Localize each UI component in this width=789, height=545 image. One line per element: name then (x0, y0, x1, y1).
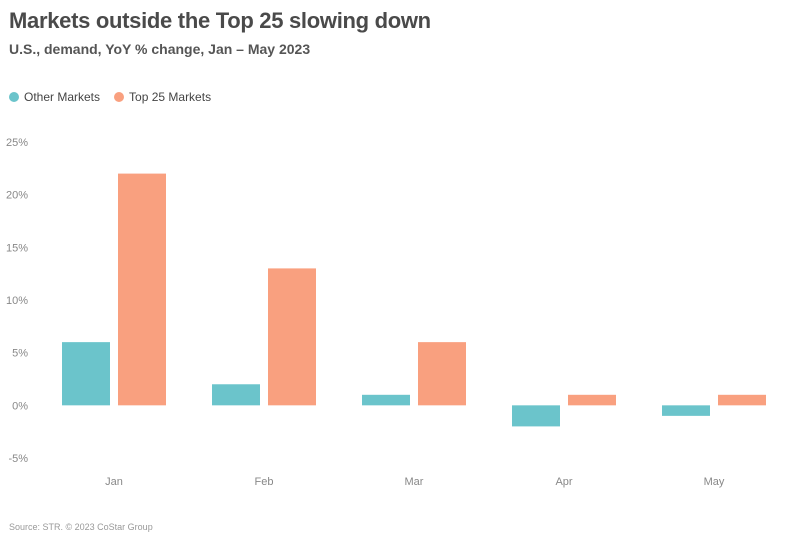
legend-swatch-other (9, 92, 19, 102)
legend-item-other: Other Markets (9, 90, 100, 104)
x-tick-label: Apr (555, 476, 572, 488)
bar-top25-feb (268, 268, 316, 406)
bar-top25-apr (568, 394, 616, 406)
source-note: Source: STR. © 2023 CoStar Group (9, 522, 153, 532)
bar-other-mar (362, 394, 410, 406)
y-tick-label: -5% (8, 453, 28, 465)
legend-label-other: Other Markets (24, 90, 101, 104)
bar-other-feb (212, 384, 260, 406)
bar-other-apr (512, 405, 560, 427)
chart-title: Markets outside the Top 25 slowing down (9, 8, 431, 33)
y-tick-label: 25% (6, 137, 28, 149)
bar-top25-mar (418, 342, 466, 406)
y-tick-label: 5% (12, 348, 28, 360)
bar-top25-may (718, 394, 766, 406)
legend-item-top25: Top 25 Markets (114, 90, 211, 104)
x-tick-label: May (704, 476, 725, 488)
y-tick-label: 20% (6, 190, 28, 202)
x-tick-label: Feb (255, 476, 274, 488)
legend-swatch-top25 (114, 92, 125, 102)
y-tick-label: 15% (6, 242, 28, 254)
bar-other-jan (62, 342, 110, 406)
chart-subtitle: U.S., demand, YoY % change, Jan – May 20… (9, 41, 311, 57)
legend: Other Markets Top 25 Markets (9, 90, 225, 104)
legend-label-top25: Top 25 Markets (129, 90, 212, 104)
bar-other-may (662, 405, 710, 416)
y-tick-label: 10% (6, 295, 28, 307)
x-tick-label: Mar (405, 476, 424, 488)
y-tick-label: 0% (12, 400, 28, 412)
x-tick-label: Jan (105, 476, 123, 488)
bar-top25-jan (118, 173, 166, 406)
